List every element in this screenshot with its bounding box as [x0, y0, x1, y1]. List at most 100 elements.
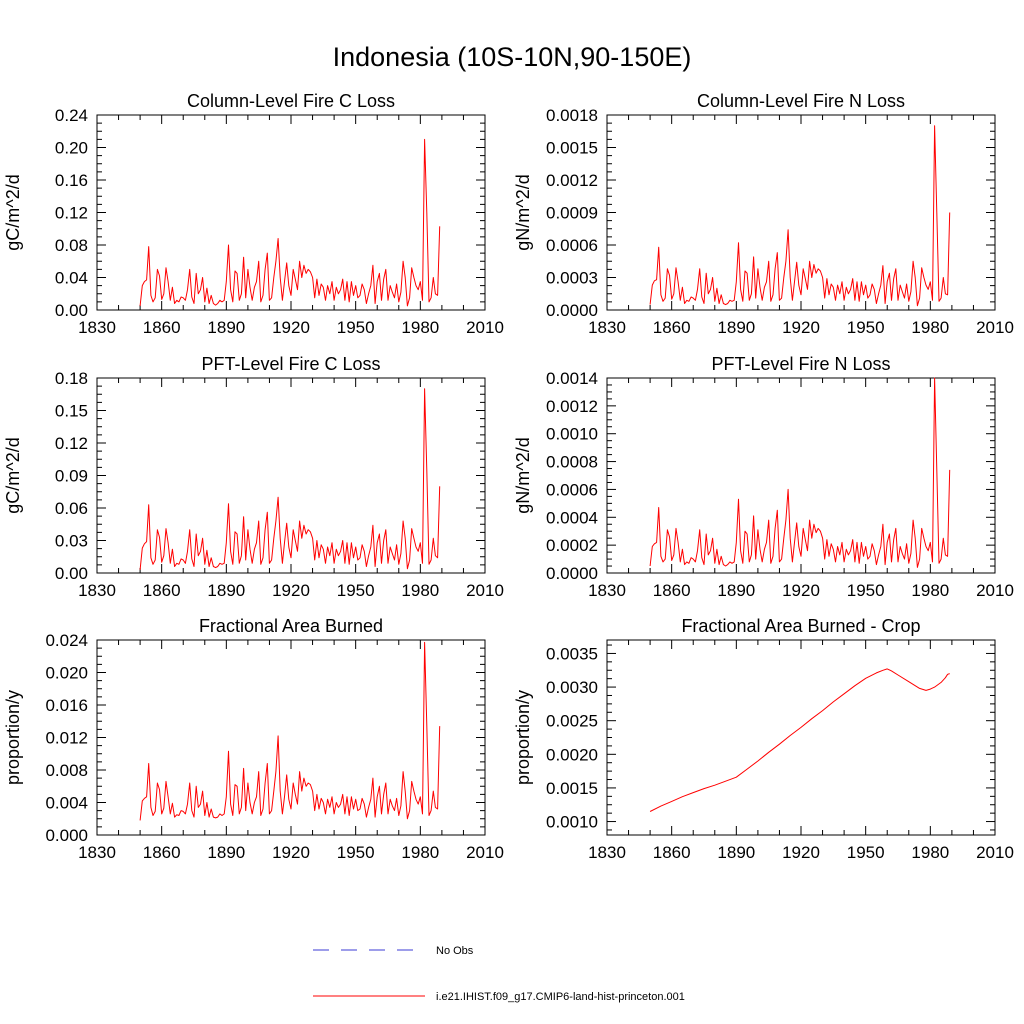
legend-label-no-obs: No Obs	[436, 945, 474, 957]
y-tick-label: 0.004	[45, 794, 88, 813]
y-tick-label: 0.0000	[546, 564, 598, 583]
y-axis-label: gN/m^2/d	[513, 437, 533, 513]
series-line	[139, 138, 441, 307]
y-tick-label: 0.0006	[546, 480, 598, 499]
x-tick-label: 1980	[401, 318, 439, 337]
x-tick-label: 1950	[337, 843, 375, 862]
y-tick-label: 0.016	[45, 696, 88, 715]
y-tick-label: 0.06	[55, 499, 88, 518]
x-tick-label: 1980	[401, 843, 439, 862]
x-tick-label: 1980	[401, 581, 439, 600]
chart-title: PFT-Level Fire N Loss	[711, 354, 890, 374]
y-tick-label: 0.0035	[546, 644, 598, 663]
x-tick-label: 2010	[976, 843, 1014, 862]
chart-panels: Column-Level Fire C Loss gC/m^2/d 1830 1860…	[3, 91, 1014, 862]
y-tick-label: 0.00	[55, 301, 88, 320]
chart-panel-5: Fractional Area Burned proportion/y 1830 18…	[3, 616, 504, 862]
x-tick-label: 2010	[466, 581, 504, 600]
series-line	[649, 668, 950, 812]
x-tick-label: 1890	[207, 318, 245, 337]
x-tick-label: 1890	[717, 581, 755, 600]
y-tick-label: 0.08	[55, 236, 88, 255]
y-tick-label: 0.15	[55, 402, 88, 421]
x-tick-label: 1830	[78, 581, 116, 600]
y-tick-label: 0.0025	[546, 712, 598, 731]
chart-panel-3: PFT-Level Fire C Loss gC/m^2/d 1830 1860 189…	[3, 354, 504, 600]
x-tick-label: 1860	[143, 581, 181, 600]
y-tick-label: 0.0003	[546, 269, 598, 288]
y-tick-label: 0.0006	[546, 236, 598, 255]
x-tick-label: 1920	[272, 318, 310, 337]
y-tick-label: 0.12	[55, 204, 88, 223]
series-line	[649, 125, 951, 307]
y-axis-label: proportion/y	[3, 690, 23, 785]
y-tick-label: 0.0015	[546, 779, 598, 798]
y-tick-label: 0.0010	[546, 813, 598, 832]
series-line	[139, 641, 441, 821]
x-tick-label: 1920	[782, 581, 820, 600]
x-tick-label: 1830	[588, 581, 626, 600]
x-tick-label: 1920	[272, 843, 310, 862]
y-axis-label: gC/m^2/d	[3, 437, 23, 513]
y-tick-label: 0.03	[55, 532, 88, 551]
chart-panel-2: Column-Level Fire N Loss gN/m^2/d 1830 1860…	[513, 91, 1014, 337]
chart-panel-4: PFT-Level Fire N Loss gN/m^2/d 1830 1860 189…	[513, 354, 1014, 600]
y-tick-label: 0.0030	[546, 678, 598, 697]
chart-title: Column-Level Fire N Loss	[697, 91, 905, 111]
x-tick-label: 1860	[143, 843, 181, 862]
y-tick-label: 0.24	[55, 106, 88, 125]
plot-frame	[606, 639, 996, 836]
x-tick-label: 1950	[337, 318, 375, 337]
y-tick-label: 0.0008	[546, 453, 598, 472]
y-tick-label: 0.0018	[546, 106, 598, 125]
y-axis-label: gN/m^2/d	[513, 174, 533, 250]
x-tick-label: 2010	[976, 318, 1014, 337]
y-tick-label: 0.008	[45, 761, 88, 780]
y-tick-label: 0.00	[55, 564, 88, 583]
x-tick-label: 1830	[78, 318, 116, 337]
y-tick-label: 0.0015	[546, 139, 598, 158]
y-tick-label: 0.0010	[546, 425, 598, 444]
chart-title: Fractional Area Burned - Crop	[681, 616, 920, 636]
y-tick-label: 0.0014	[546, 369, 598, 388]
y-tick-label: 0.020	[45, 664, 88, 683]
chart-panel-6: Fractional Area Burned - Crop proportion/…	[513, 616, 1014, 862]
x-tick-label: 2010	[466, 843, 504, 862]
x-tick-label: 1830	[588, 318, 626, 337]
x-tick-label: 1950	[847, 843, 885, 862]
series-line	[649, 377, 951, 568]
x-tick-label: 1860	[143, 318, 181, 337]
x-tick-label: 2010	[976, 581, 1014, 600]
legend-label-model: i.e21.IHIST.f09_g17.CMIP6-land-hist-prin…	[436, 991, 685, 1003]
y-tick-label: 0.18	[55, 369, 88, 388]
y-tick-label: 0.16	[55, 171, 88, 190]
x-tick-label: 1830	[78, 843, 116, 862]
y-tick-label: 0.04	[55, 269, 88, 288]
x-tick-label: 1860	[653, 843, 691, 862]
x-tick-label: 1830	[588, 843, 626, 862]
x-tick-label: 1890	[207, 581, 245, 600]
x-tick-label: 1980	[911, 581, 949, 600]
chart-panel-1: Column-Level Fire C Loss gC/m^2/d 1830 1860…	[3, 91, 504, 337]
series-line	[139, 388, 441, 570]
y-tick-label: 0.0009	[546, 204, 598, 223]
x-tick-label: 1980	[911, 318, 949, 337]
y-tick-label: 0.09	[55, 467, 88, 486]
x-tick-label: 1890	[717, 843, 755, 862]
y-tick-label: 0.0002	[546, 536, 598, 555]
y-tick-label: 0.20	[55, 139, 88, 158]
y-tick-label: 0.0012	[546, 171, 598, 190]
chart-title: PFT-Level Fire C Loss	[201, 354, 380, 374]
x-tick-label: 2010	[466, 318, 504, 337]
x-tick-label: 1920	[782, 843, 820, 862]
y-tick-label: 0.0004	[546, 508, 598, 527]
page-title: Indonesia (10S-10N,90-150E)	[333, 42, 692, 72]
y-tick-label: 0.12	[55, 434, 88, 453]
y-tick-label: 0.0000	[546, 301, 598, 320]
y-tick-label: 0.012	[45, 729, 88, 748]
y-axis-label: proportion/y	[513, 690, 533, 785]
x-tick-label: 1950	[847, 581, 885, 600]
x-tick-label: 1920	[782, 318, 820, 337]
chart-title: Fractional Area Burned	[199, 616, 383, 636]
